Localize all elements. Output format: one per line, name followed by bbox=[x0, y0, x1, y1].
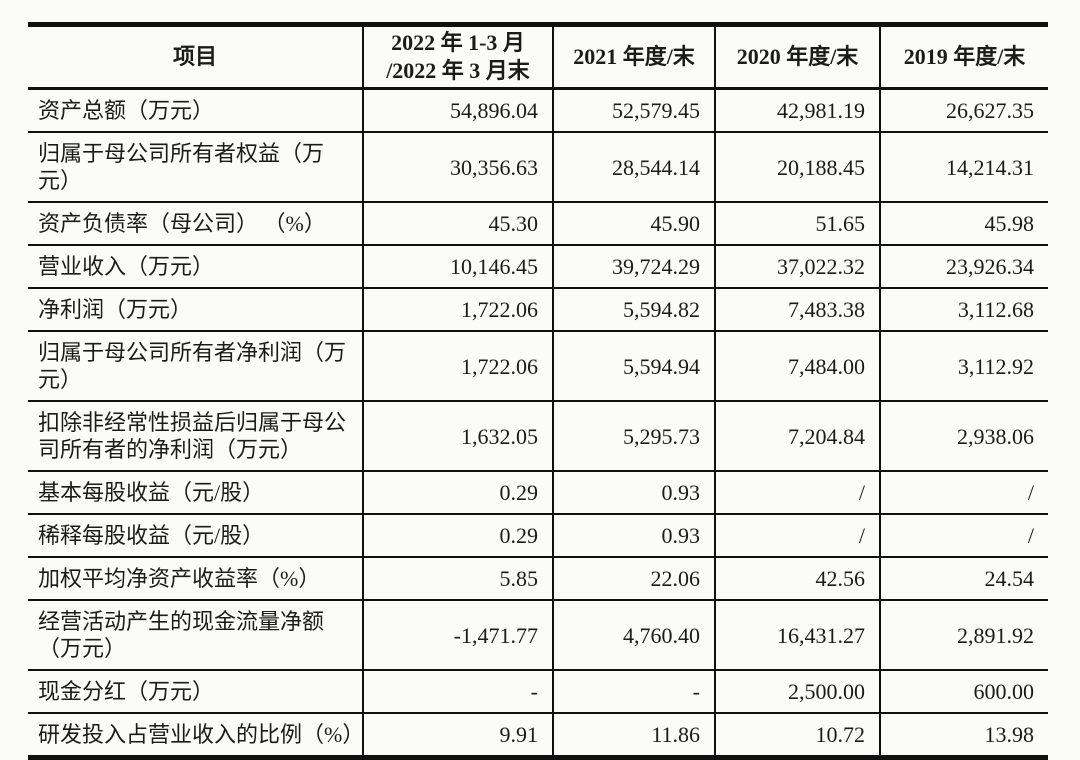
cell-value: 600.00 bbox=[879, 669, 1048, 713]
cell-value: 9.91 bbox=[362, 712, 553, 758]
table-body: 资产总额（万元） 54,896.04 52,579.45 42,981.19 26,62… bbox=[28, 87, 1048, 758]
row-label: 加权平均净资产收益率（%） bbox=[28, 556, 363, 600]
cell-value: / bbox=[714, 513, 880, 557]
cell-value: 23,926.34 bbox=[879, 244, 1048, 288]
header-2021: 2021 年度/末 bbox=[552, 24, 715, 90]
cell-value: 0.29 bbox=[362, 470, 553, 514]
cell-value: 16,431.27 bbox=[714, 599, 880, 670]
row-label: 研发投入占营业收入的比例（%） bbox=[28, 712, 364, 758]
cell-value: 1,632.05 bbox=[362, 400, 553, 471]
cell-value: 45.98 bbox=[879, 201, 1048, 245]
row-label: 归属于母公司所有者净利润（万元） bbox=[28, 330, 363, 401]
cell-value: 5,594.94 bbox=[552, 330, 715, 401]
row-label: 资产总额（万元） bbox=[28, 87, 363, 132]
cell-value: 7,484.00 bbox=[714, 330, 880, 401]
cell-value: 11.86 bbox=[552, 712, 715, 758]
cell-value: 2,500.00 bbox=[714, 669, 880, 713]
row-label: 营业收入（万元） bbox=[28, 244, 363, 288]
cell-value: / bbox=[879, 513, 1048, 557]
cell-value: 37,022.32 bbox=[714, 244, 880, 288]
row-label: 稀释每股收益（元/股） bbox=[28, 513, 363, 557]
row-label: 基本每股收益（元/股） bbox=[28, 470, 363, 514]
table-row: 归属于母公司所有者权益（万元） 30,356.63 28,544.14 20,188.… bbox=[28, 131, 1048, 202]
cell-value: 3,112.68 bbox=[879, 287, 1048, 331]
cell-value: 30,356.63 bbox=[362, 131, 553, 202]
cell-value: 52,579.45 bbox=[552, 87, 715, 132]
cell-value: 22.06 bbox=[552, 556, 715, 600]
cell-value: 14,214.31 bbox=[879, 131, 1048, 202]
row-label: 现金分红（万元） bbox=[28, 669, 363, 713]
cell-value: 0.29 bbox=[362, 513, 553, 557]
cell-value: / bbox=[879, 470, 1048, 514]
table-row: 稀释每股收益（元/股） 0.29 0.93// bbox=[28, 513, 1048, 557]
cell-value: 28,544.14 bbox=[552, 131, 715, 202]
table-row: 研发投入占营业收入的比例（%） 9.91 11.86 10.72 13.98 bbox=[28, 712, 1048, 758]
cell-value: 7,483.38 bbox=[714, 287, 880, 331]
header-item-column: 项目 bbox=[28, 24, 363, 90]
cell-value: 51.65 bbox=[714, 201, 880, 245]
cell-value: 26,627.35 bbox=[879, 87, 1048, 132]
cell-value: 2,938.06 bbox=[879, 400, 1048, 471]
cell-value: / bbox=[714, 470, 880, 514]
row-label: 净利润（万元） bbox=[28, 287, 363, 331]
cell-value: - bbox=[552, 669, 715, 713]
table-row: 营业收入（万元） 10,146.45 39,724.29 37,022.32 23,92… bbox=[28, 244, 1048, 288]
cell-value: 54,896.04 bbox=[362, 87, 553, 132]
cell-value: 3,112.92 bbox=[879, 330, 1048, 401]
cell-value: 45.90 bbox=[552, 201, 715, 245]
cell-value: 20,188.45 bbox=[714, 131, 880, 202]
cell-value: 45.30 bbox=[362, 201, 553, 245]
row-label: 资产负债率（母公司） （%） bbox=[28, 201, 363, 245]
cell-value: 42,981.19 bbox=[714, 87, 880, 132]
header-2020: 2020 年度/末 bbox=[714, 24, 880, 90]
cell-value: 1,722.06 bbox=[362, 330, 553, 401]
cell-value: 10,146.45 bbox=[362, 244, 553, 288]
table-row: 归属于母公司所有者净利润（万元） 1,722.06 5,594.94 7,484.00… bbox=[28, 330, 1048, 401]
cell-value: 5.85 bbox=[362, 556, 553, 600]
cell-value: 5,295.73 bbox=[552, 400, 715, 471]
header-row: 项目 2022 年 1-3 月 /2022 年 3 月末 2021 年度/末 2… bbox=[28, 24, 1048, 90]
cell-value: 13.98 bbox=[879, 712, 1048, 758]
table-row: 净利润（万元） 1,722.06 5,594.82 7,483.38 3,112.68 bbox=[28, 287, 1048, 331]
cell-value: 5,594.82 bbox=[552, 287, 715, 331]
header-2022-q1: 2022 年 1-3 月 /2022 年 3 月末 bbox=[362, 24, 553, 90]
table-row: 资产负债率（母公司） （%） 45.30 45.90 51.65 45.98 bbox=[28, 201, 1048, 245]
cell-value: 1,722.06 bbox=[362, 287, 553, 331]
table-row: 基本每股收益（元/股） 0.29 0.93// bbox=[28, 470, 1048, 514]
cell-value: 7,204.84 bbox=[714, 400, 880, 471]
table-row: 经营活动产生的现金流量净额（万元） -1,471.77 4,760.40 16,431… bbox=[28, 599, 1048, 670]
header-2019: 2019 年度/末 bbox=[879, 24, 1048, 90]
table-row: 资产总额（万元） 54,896.04 52,579.45 42,981.19 26,62… bbox=[28, 87, 1048, 132]
cell-value: 0.93 bbox=[552, 513, 715, 557]
table-row: 扣除非经常性损益后归属于母公司所有者的净利润（万元） 1,632.05 5,295.… bbox=[28, 400, 1048, 471]
cell-value: - bbox=[362, 669, 553, 713]
table-row: 加权平均净资产收益率（%） 5.85 22.06 42.56 24.54 bbox=[28, 556, 1048, 600]
cell-value: 0.93 bbox=[552, 470, 715, 514]
row-label: 经营活动产生的现金流量净额（万元） bbox=[28, 599, 363, 670]
cell-value: 24.54 bbox=[879, 556, 1048, 600]
financial-summary-table: 项目 2022 年 1-3 月 /2022 年 3 月末 2021 年度/末 2… bbox=[28, 22, 1048, 760]
cell-value: 10.72 bbox=[714, 712, 880, 758]
row-label: 扣除非经常性损益后归属于母公司所有者的净利润（万元） bbox=[28, 400, 363, 471]
row-label: 归属于母公司所有者权益（万元） bbox=[28, 131, 363, 202]
cell-value: 39,724.29 bbox=[552, 244, 715, 288]
cell-value: 2,891.92 bbox=[879, 599, 1048, 670]
cell-value: 4,760.40 bbox=[552, 599, 715, 670]
cell-value: 42.56 bbox=[714, 556, 880, 600]
table-header: 项目 2022 年 1-3 月 /2022 年 3 月末 2021 年度/末 2… bbox=[28, 24, 1048, 90]
cell-value: -1,471.77 bbox=[362, 599, 553, 670]
table-row: 现金分红（万元） - -2,500.00 600.00 bbox=[28, 669, 1048, 713]
